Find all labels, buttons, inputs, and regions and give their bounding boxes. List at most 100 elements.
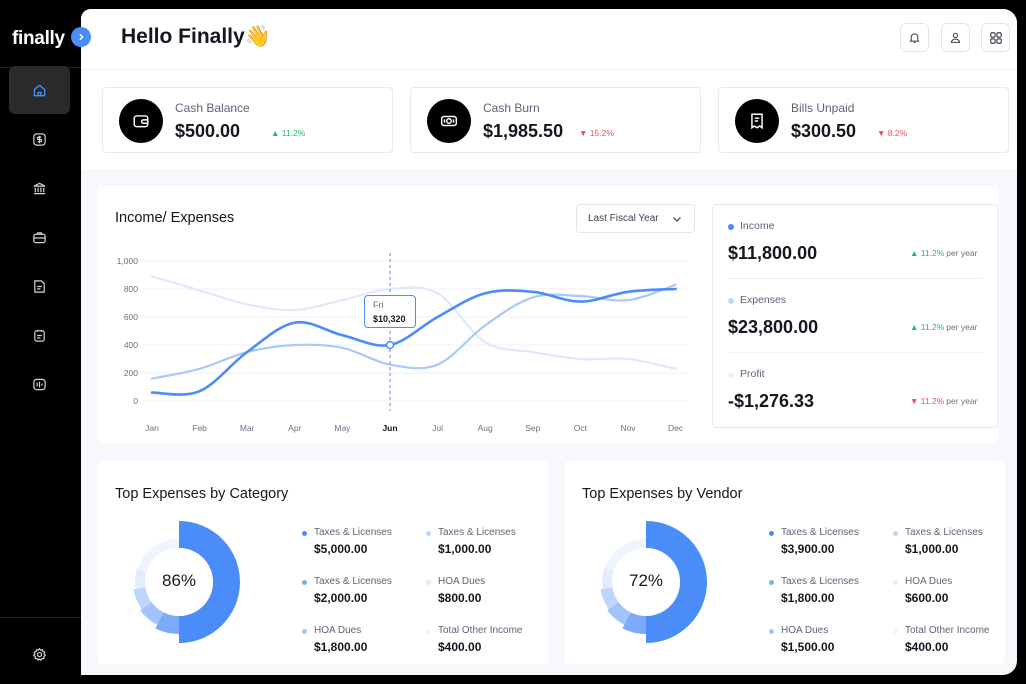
legend-dot [426, 531, 431, 536]
summary-per: per year [946, 396, 978, 406]
legend-value: $600.00 [905, 591, 949, 605]
legend-value: $800.00 [438, 591, 482, 605]
donut-slice[interactable] [606, 540, 646, 572]
legend-dot [893, 629, 898, 634]
stat-card-cash-burn[interactable]: Cash Burn $1,985.50 ▼ 15.2% [410, 87, 701, 153]
x-tick-label: Mar [240, 423, 255, 433]
legend-label: Total Other Income [905, 625, 990, 636]
divider [728, 278, 983, 279]
legend-dot [302, 629, 307, 634]
summary-delta: ▲ 11.2% per year [910, 248, 977, 258]
panel-title: Top Expenses by Category [115, 486, 289, 502]
donut-slice[interactable] [135, 568, 147, 589]
donut-slice[interactable] [179, 521, 240, 643]
series-line-expenses[interactable] [150, 283, 677, 380]
stat-card-cash-balance[interactable]: Cash Balance $500.00 ▲ 11.2% [102, 87, 393, 153]
stat-label: Cash Burn [483, 101, 540, 115]
x-tick-label: Jan [145, 423, 159, 433]
donut-slice[interactable] [140, 601, 164, 625]
legend-label: Total Other Income [438, 625, 523, 636]
legend-dot [728, 224, 734, 230]
chart-icon [33, 378, 46, 390]
x-tick-label: Jul [432, 423, 443, 433]
summary-value: $11,800.00 [728, 243, 818, 263]
legend-label: Taxes & Licenses [438, 527, 516, 538]
chevron-right-icon [79, 33, 84, 41]
grid-icon [989, 31, 1002, 44]
receipt-icon [735, 99, 779, 143]
stat-delta: ▲ 11.2% [271, 128, 305, 138]
legend-label: HOA Dues [781, 625, 829, 636]
y-tick-label: 400 [124, 340, 138, 350]
x-tick-label: May [334, 423, 351, 433]
sidebar-item-home[interactable] [9, 66, 70, 114]
summary-value: $23,800.00 [728, 317, 819, 337]
stat-value: $500.00 [175, 121, 241, 141]
donut-slice[interactable] [155, 612, 179, 634]
top-bar: Hello Finally👋 [81, 9, 1017, 70]
triangle-down-icon: ▼ [910, 396, 919, 406]
page-title: Hello Finally👋 [121, 25, 271, 48]
sidebar-item-documents[interactable] [9, 262, 70, 310]
hover-point[interactable] [385, 340, 395, 350]
y-tick-label: 600 [124, 312, 138, 322]
stat-delta: ▼ 8.2% [877, 128, 907, 138]
legend-label: HOA Dues [905, 576, 953, 587]
sidebar-item-reports[interactable] [9, 311, 70, 359]
legend-label: Taxes & Licenses [314, 576, 392, 587]
user-icon [950, 32, 961, 43]
x-tick-label: Feb [192, 423, 207, 433]
donut-slice[interactable] [602, 568, 614, 589]
legend-dot [769, 531, 774, 536]
profile-button[interactable] [941, 23, 970, 52]
sidebar: finally [0, 0, 81, 684]
stat-label: Cash Balance [175, 101, 250, 115]
legend-dot [426, 629, 431, 634]
summary-delta-value: 11.2% [920, 248, 945, 258]
stat-card-bills-unpaid[interactable]: Bills Unpaid $300.50 ▼ 8.2% [718, 87, 1009, 153]
series-line-profit[interactable] [150, 275, 677, 370]
donut-slice[interactable] [646, 521, 707, 643]
app-logo: finally [12, 28, 65, 49]
main-content: Hello Finally👋 Cash Balance $500.00 ▲ 11… [81, 9, 1017, 675]
summary-profit: Profit -$1,276.33 ▼ 11.2% per year [713, 353, 999, 427]
legend-label: Taxes & Licenses [905, 527, 983, 538]
series-line-income[interactable] [150, 287, 677, 396]
donut-slice[interactable] [607, 601, 631, 625]
summary-delta-value: 11.2% [920, 396, 945, 406]
sidebar-item-banking[interactable] [9, 164, 70, 212]
legend-value: $400.00 [905, 640, 949, 654]
triangle-up-icon: ▲ [271, 128, 280, 138]
sidebar-collapse-button[interactable] [71, 27, 91, 47]
apps-button[interactable] [981, 23, 1010, 52]
period-dropdown[interactable]: Last Fiscal Year [576, 204, 695, 233]
chevron-down-icon [673, 217, 681, 222]
donut-slice[interactable] [622, 612, 646, 634]
summary-income: Income $11,800.00 ▲ 11.2% per year [713, 205, 999, 279]
wallet-icon [119, 99, 163, 143]
donut-slice[interactable] [133, 587, 152, 610]
legend-label: Taxes & Licenses [781, 527, 859, 538]
legend-dot [302, 580, 307, 585]
vendor-donut-chart[interactable] [585, 521, 707, 643]
donut-slice[interactable] [139, 540, 179, 572]
income-expenses-chart[interactable]: 0 200 400 600 800 1,000 Jan Feb Mar Apr May Jun Jul A… [98, 185, 698, 443]
sidebar-item-payments[interactable] [9, 115, 70, 163]
sidebar-item-analytics[interactable] [9, 360, 70, 408]
summary-label: Profit [740, 368, 765, 380]
legend-value: $1,800.00 [781, 591, 835, 605]
donut-slice[interactable] [600, 587, 619, 610]
legend-dot [728, 372, 734, 378]
stat-label: Bills Unpaid [791, 101, 855, 115]
clipboard-icon [34, 329, 45, 342]
sidebar-item-briefcase[interactable] [9, 213, 70, 261]
category-donut-chart[interactable] [118, 521, 240, 643]
legend-value: $3,900.00 [781, 542, 835, 556]
sidebar-item-settings[interactable] [9, 630, 70, 678]
summary-label: Expenses [740, 294, 787, 306]
notifications-button[interactable] [900, 23, 929, 52]
triangle-down-icon: ▼ [877, 128, 886, 138]
bank-icon [33, 182, 46, 194]
briefcase-icon [33, 231, 46, 243]
top-expenses-category-panel: Top Expenses by Category 86% Taxes & Lic… [98, 461, 548, 664]
